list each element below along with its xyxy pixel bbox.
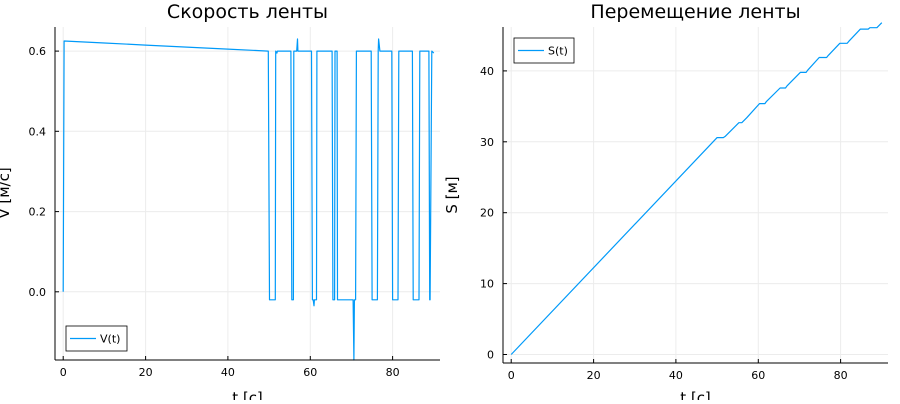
- velocity-x-tick-label: 40: [221, 366, 235, 379]
- velocity-y-tick-label: 0.4: [29, 125, 47, 138]
- displacement-x-ticks: 0 20 40 60 80: [508, 359, 848, 382]
- displacement-legend: S(t): [513, 37, 575, 64]
- velocity-x-tick-label: 60: [303, 366, 317, 379]
- displacement-plot-area: [503, 27, 888, 363]
- velocity-y-tick-label: 0.0: [29, 286, 47, 299]
- velocity-legend-label: V(t): [100, 333, 120, 346]
- displacement-chart: 0 20 40 60 80 0 10 20 30 40 Перемещение ленты t …: [443, 1, 888, 404]
- displacement-y-tick-label: 10: [480, 278, 494, 291]
- velocity-y-ticks: 0.0 0.2 0.4 0.6: [29, 45, 59, 299]
- displacement-x-tick-label: 40: [669, 369, 683, 382]
- velocity-x-tick-label: 80: [386, 366, 400, 379]
- displacement-y-tick-label: 20: [480, 207, 494, 220]
- displacement-x-tick-label: 60: [751, 369, 765, 382]
- displacement-x-tick-label: 20: [587, 369, 601, 382]
- velocity-y-axis-label: V [м/c]: [0, 167, 13, 218]
- velocity-x-tick-label: 20: [139, 366, 153, 379]
- velocity-plot-area: [55, 27, 440, 360]
- velocity-y-tick-label: 0.2: [29, 206, 47, 219]
- velocity-x-tick-label: 0: [60, 366, 67, 379]
- displacement-chart-title: Перемещение ленты: [590, 1, 800, 23]
- displacement-x-tick-label: 0: [508, 369, 515, 382]
- velocity-chart: 0 20 40 60 80 0.0 0.2 0.4 0.6 Скорость ленты t …: [0, 1, 440, 404]
- velocity-series-line: [62, 38, 435, 361]
- velocity-x-axis-label: t [c]: [232, 389, 263, 400]
- displacement-series-line: [510, 22, 883, 355]
- displacement-grid: [503, 27, 888, 363]
- displacement-x-tick-label: 80: [834, 369, 848, 382]
- displacement-y-tick-label: 40: [480, 65, 494, 78]
- displacement-y-tick-label: 0: [487, 349, 494, 362]
- velocity-x-ticks: 0 20 40 60 80: [60, 356, 400, 379]
- displacement-y-ticks: 0 10 20 30 40: [480, 65, 507, 362]
- displacement-y-tick-label: 30: [480, 136, 494, 149]
- velocity-y-tick-label: 0.6: [29, 45, 47, 58]
- displacement-legend-label: S(t): [548, 45, 568, 58]
- velocity-legend: V(t): [65, 325, 128, 352]
- displacement-x-axis-label: t [c]: [680, 389, 711, 400]
- displacement-y-axis-label: S [м]: [443, 176, 461, 213]
- velocity-chart-title: Скорость ленты: [167, 1, 328, 23]
